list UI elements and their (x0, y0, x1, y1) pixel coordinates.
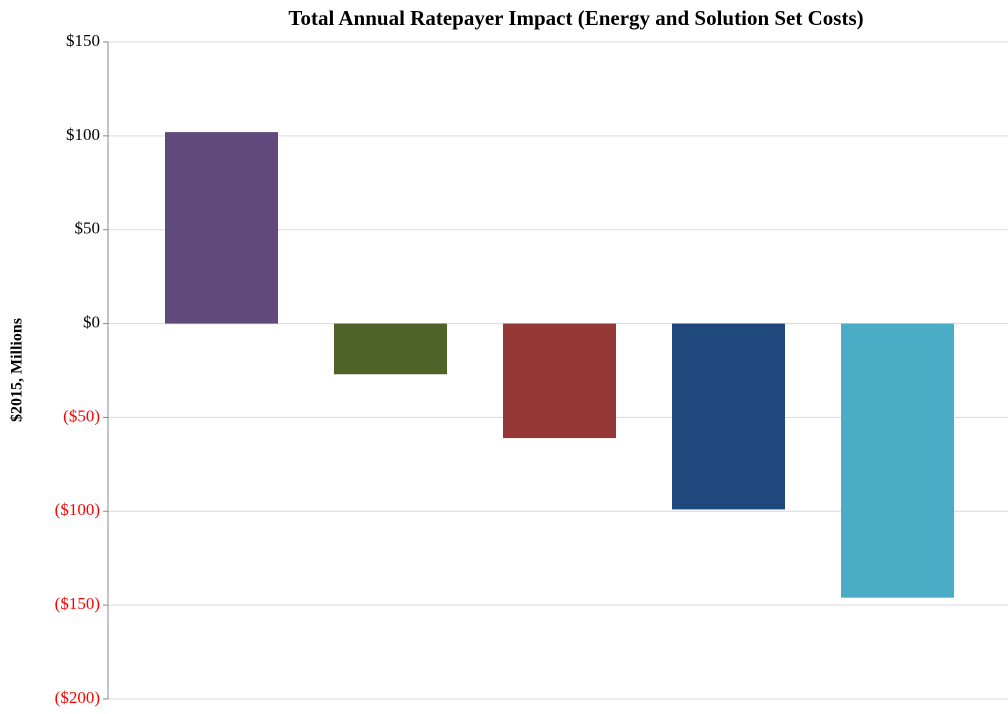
y-tick-label: $100 (66, 125, 100, 144)
y-tick-label: ($150) (55, 594, 100, 613)
y-tick-label: $0 (83, 312, 100, 331)
y-tick-label: $50 (75, 219, 101, 238)
y-tick-label: ($50) (63, 406, 100, 425)
y-tick-label: ($100) (55, 500, 100, 519)
bar (334, 323, 447, 375)
bar (841, 323, 954, 598)
bar (672, 323, 785, 510)
y-axis-label: $2015, Millions (9, 318, 26, 422)
bar (165, 132, 278, 324)
bar (503, 323, 616, 439)
y-tick-label: ($200) (55, 688, 100, 707)
chart-title: Total Annual Ratepayer Impact (Energy an… (288, 6, 863, 30)
y-tick-label: $150 (66, 31, 100, 50)
